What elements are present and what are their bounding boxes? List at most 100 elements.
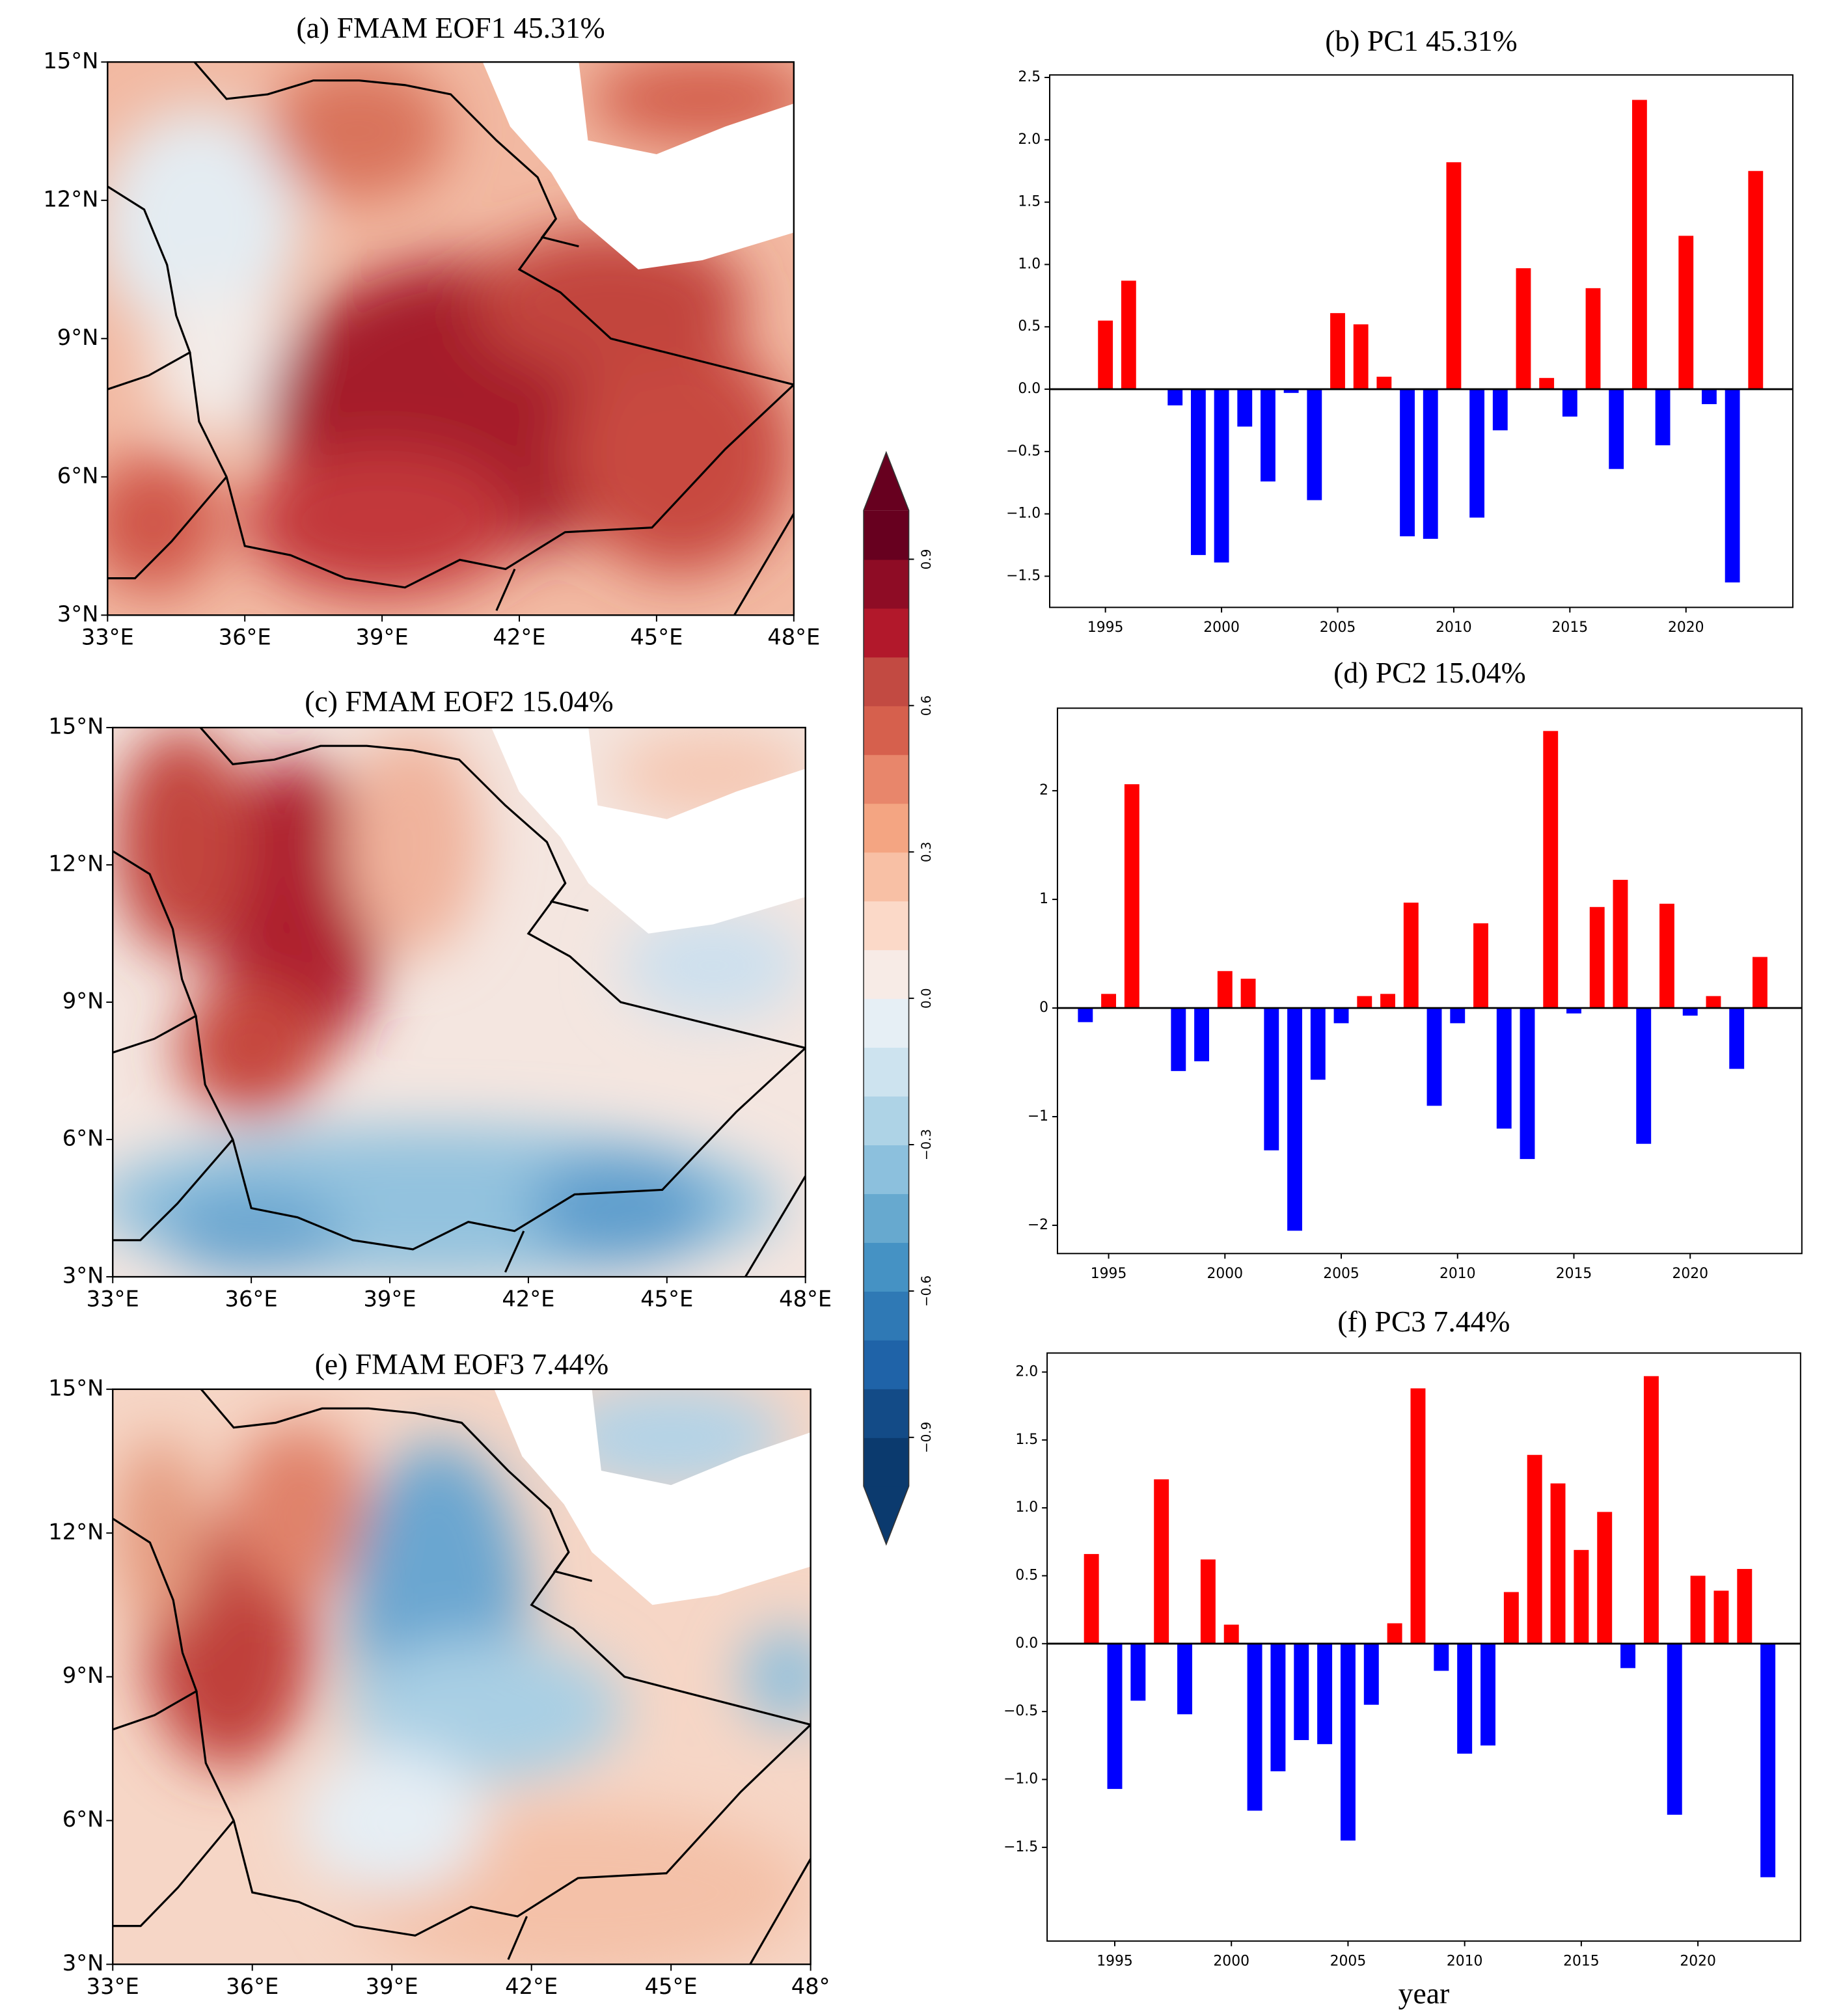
bar bbox=[1737, 1569, 1753, 1644]
border bbox=[744, 1175, 806, 1277]
field-blob bbox=[473, 228, 748, 375]
border bbox=[107, 185, 191, 390]
y-tick-label: 1.0 bbox=[1015, 1499, 1038, 1516]
sea bbox=[491, 728, 806, 934]
border bbox=[113, 1819, 235, 1927]
x-tick-label: 2020 bbox=[1680, 1954, 1716, 1970]
colorbar-tick-label: 0.9 bbox=[919, 549, 934, 570]
colorbar-band bbox=[864, 657, 909, 707]
border bbox=[113, 850, 197, 1054]
x-tick-label: 2010 bbox=[1439, 1266, 1476, 1282]
colorbar-band bbox=[864, 1145, 909, 1194]
colorbar-band bbox=[864, 852, 909, 902]
bar bbox=[1098, 320, 1113, 390]
bar bbox=[1154, 1479, 1169, 1644]
field-blob bbox=[267, 62, 451, 200]
bar bbox=[1380, 994, 1395, 1009]
field-blob bbox=[245, 449, 520, 597]
y-tick-label: 1.5 bbox=[1018, 194, 1041, 210]
x-tick-label: 33°E bbox=[87, 1974, 139, 1999]
bar bbox=[1543, 731, 1559, 1009]
bar bbox=[1310, 1008, 1326, 1080]
y-tick-label: −2 bbox=[1028, 1217, 1048, 1233]
field-blob bbox=[107, 454, 223, 592]
bar bbox=[1217, 971, 1233, 1009]
sea bbox=[494, 1389, 811, 1605]
colorbar-band bbox=[864, 559, 909, 609]
y-tick-label: 2.5 bbox=[1018, 69, 1041, 85]
y-tick-label: 9°N bbox=[62, 1663, 104, 1688]
field-blob bbox=[159, 1185, 344, 1277]
colorbar-band bbox=[864, 901, 909, 951]
y-tick-label: 2 bbox=[1039, 782, 1048, 798]
bar bbox=[1130, 1643, 1146, 1701]
border bbox=[526, 882, 806, 1049]
bar bbox=[1101, 994, 1117, 1009]
y-tick-label: −1.5 bbox=[1003, 1839, 1038, 1855]
field-blob bbox=[528, 1153, 713, 1263]
bar bbox=[1200, 1559, 1216, 1644]
bar bbox=[1376, 376, 1392, 390]
field-blob bbox=[345, 1638, 625, 1782]
y-tick-label: 1.0 bbox=[1018, 256, 1041, 272]
y-tick-label: 12°N bbox=[43, 186, 98, 211]
bar bbox=[1566, 1008, 1581, 1014]
y-tick-label: 15°N bbox=[43, 48, 98, 74]
x-tick-label: 39°E bbox=[363, 1286, 416, 1311]
x-tick-label: 2015 bbox=[1556, 1266, 1592, 1282]
field-blob bbox=[107, 108, 300, 339]
bar bbox=[1171, 1008, 1186, 1071]
y-tick-label: −1 bbox=[1028, 1108, 1048, 1124]
field-blob bbox=[344, 728, 482, 957]
bar bbox=[1084, 1554, 1099, 1644]
bar bbox=[1400, 389, 1415, 537]
bar bbox=[1748, 170, 1764, 390]
border bbox=[530, 1551, 811, 1726]
bar bbox=[1410, 1388, 1426, 1644]
field-blobs bbox=[113, 1389, 811, 1965]
colorbar-extend bbox=[864, 452, 909, 511]
bar bbox=[1678, 236, 1694, 390]
y-tick-label: 0.0 bbox=[1015, 1635, 1038, 1652]
bar bbox=[1520, 1008, 1535, 1160]
y-tick-label: 0 bbox=[1039, 1000, 1048, 1016]
x-tick-label: 2020 bbox=[1668, 620, 1704, 636]
bar bbox=[1492, 389, 1508, 431]
bar bbox=[1682, 1008, 1698, 1016]
bar bbox=[1177, 1643, 1193, 1715]
bar bbox=[1597, 1512, 1613, 1644]
bar bbox=[1585, 288, 1601, 390]
bar bbox=[1643, 1376, 1659, 1644]
bar bbox=[1167, 389, 1183, 405]
y-tick-label: 9°N bbox=[57, 325, 99, 350]
bar bbox=[1469, 389, 1485, 518]
bar bbox=[1107, 1643, 1123, 1790]
colorbar-band bbox=[864, 949, 909, 1000]
bar bbox=[1353, 324, 1369, 390]
y-tick-label: 1 bbox=[1039, 891, 1048, 907]
field-blobs bbox=[107, 62, 794, 597]
colorbar-tick-label: −0.3 bbox=[919, 1129, 934, 1160]
colorbar-band bbox=[864, 608, 909, 658]
y-tick-label: −1.0 bbox=[1006, 506, 1041, 522]
x-tick-label: 33°E bbox=[81, 625, 134, 650]
x-tick-label: 1995 bbox=[1097, 1954, 1133, 1970]
bar bbox=[1426, 1008, 1442, 1106]
y-tick-label: 2.0 bbox=[1015, 1363, 1038, 1380]
bar bbox=[1340, 1643, 1356, 1841]
map-title: (c) FMAM EOF2 15.04% bbox=[305, 685, 613, 718]
map-field bbox=[113, 728, 806, 1277]
colorbar-band bbox=[864, 803, 909, 853]
bar bbox=[1729, 1008, 1745, 1069]
y-tick-label: 12°N bbox=[48, 1519, 103, 1544]
x-tick-label: 2015 bbox=[1563, 1954, 1600, 1970]
y-tick-label: 1.5 bbox=[1015, 1432, 1038, 1448]
y-tick-label: 0.0 bbox=[1018, 381, 1041, 397]
bar bbox=[1190, 389, 1206, 555]
bar bbox=[1450, 1008, 1466, 1024]
x-tick-label: 45°E bbox=[640, 1286, 693, 1311]
x-tick-label: 45°E bbox=[630, 625, 683, 650]
field-blob bbox=[177, 979, 325, 1117]
bar bbox=[1636, 1008, 1652, 1144]
field-blob bbox=[620, 910, 806, 1021]
